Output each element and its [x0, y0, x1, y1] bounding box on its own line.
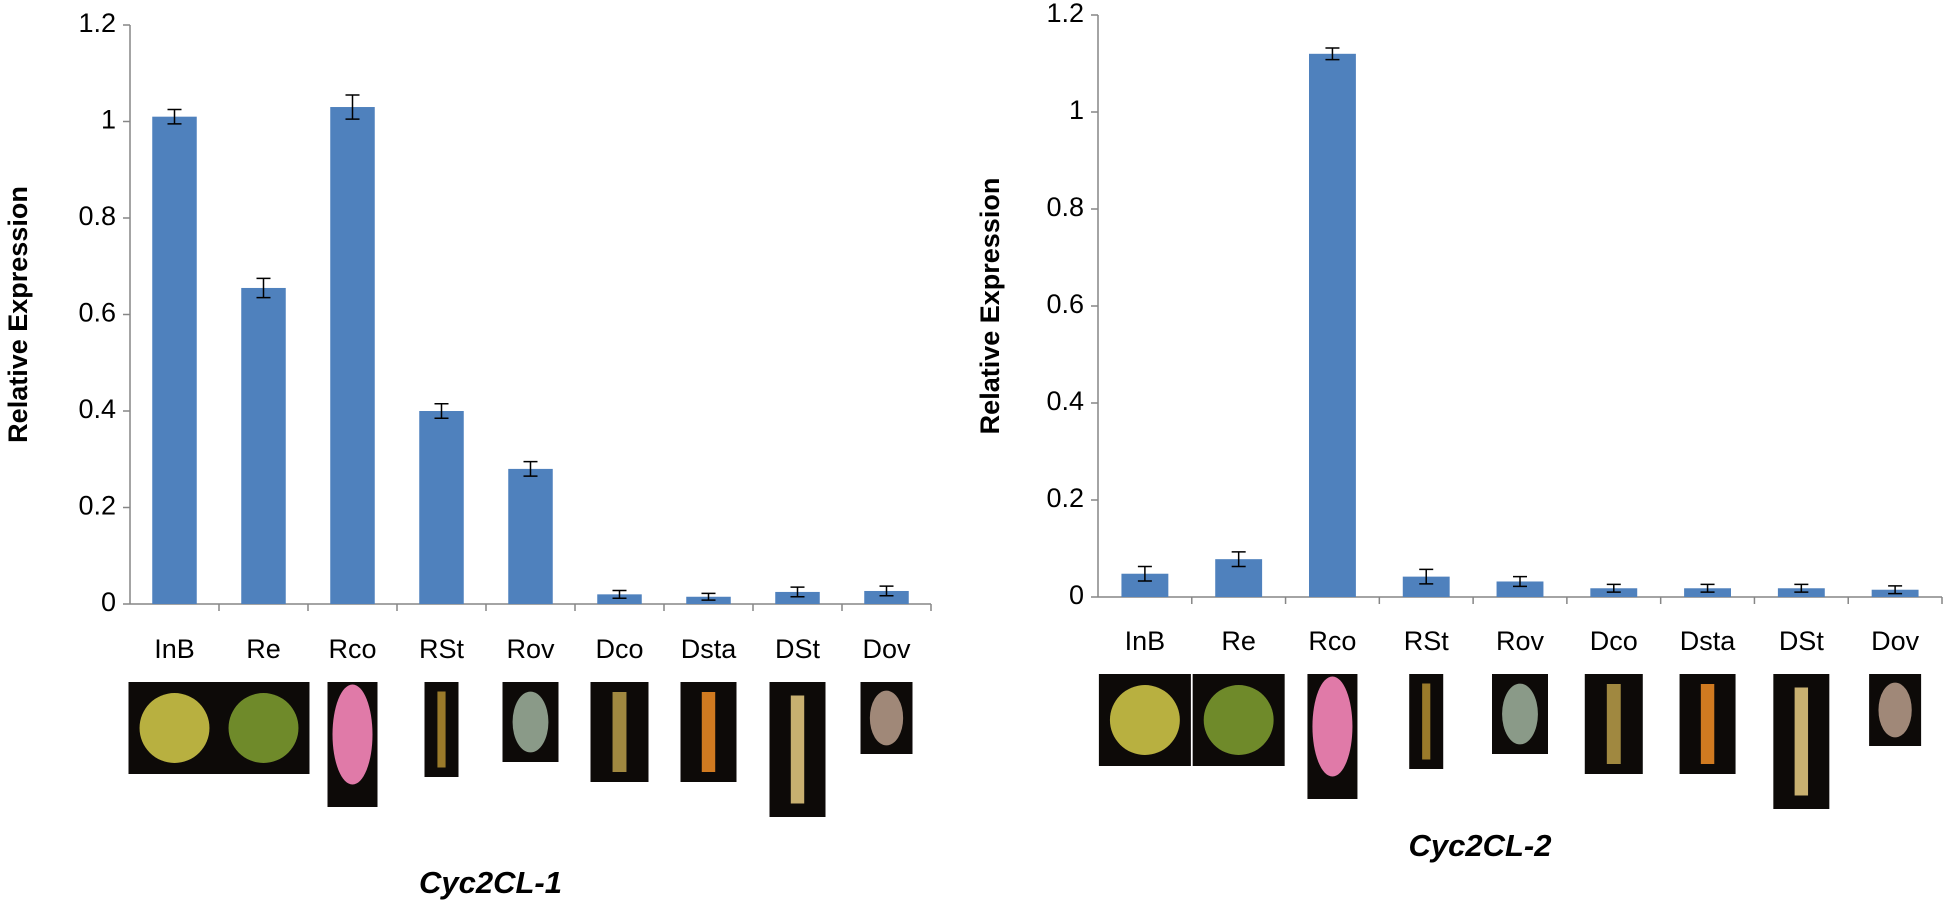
specimen — [1794, 687, 1809, 796]
error-bar — [1325, 47, 1340, 61]
x-tick-label: Re — [1221, 626, 1256, 656]
x-tick-label: Dov — [862, 634, 911, 664]
error-bar — [1606, 583, 1621, 593]
error-bar — [1513, 575, 1527, 588]
x-tick-label: Dsta — [681, 634, 738, 664]
bar — [419, 411, 464, 604]
bar — [508, 468, 553, 604]
y-tick-label: 0.2 — [1046, 483, 1084, 513]
specimen — [1312, 676, 1353, 777]
error-bar — [1419, 568, 1434, 585]
error-bar — [1700, 583, 1715, 593]
y-tick-label: 0 — [1069, 580, 1084, 610]
specimen — [1700, 684, 1715, 764]
specimen — [332, 684, 373, 785]
x-tick-label: RSt — [1404, 626, 1450, 656]
specimen — [1203, 685, 1274, 755]
bar-chart: 0 0.2 0.4 0.6 0.8 1 1.2 Relative Expression InB R… — [3, 8, 932, 900]
error-bar — [790, 586, 805, 598]
bar — [864, 590, 909, 604]
x-tick-label: Rco — [328, 634, 376, 664]
error-bar — [1137, 565, 1152, 582]
chart-title: Cyc2CL-1 — [419, 865, 562, 900]
error-bar — [701, 592, 716, 601]
specimen — [869, 690, 904, 746]
y-tick-label: 1.2 — [1046, 0, 1084, 28]
error-bar — [256, 277, 271, 299]
specimen — [512, 691, 549, 753]
chart-title: Cyc2CL-2 — [1409, 828, 1552, 863]
error-bar — [523, 460, 538, 477]
specimen — [1422, 683, 1431, 760]
specimen — [1878, 682, 1912, 738]
x-tick-label: Re — [246, 634, 281, 664]
x-tick-label: Rov — [506, 634, 555, 664]
specimen — [1109, 685, 1180, 755]
bar — [1402, 576, 1450, 597]
y-tick-label: 0.6 — [1046, 289, 1084, 319]
bar — [241, 287, 286, 604]
specimen — [701, 692, 716, 772]
x-tick-label: DSt — [775, 634, 821, 664]
bar — [1496, 581, 1544, 597]
y-tick-label: 0.4 — [78, 394, 116, 424]
x-tick-label: Rov — [1496, 626, 1545, 656]
error-bar — [1888, 585, 1903, 595]
bar-chart: 0 0.2 0.4 0.6 0.8 1 1.2 Relative Expression InB R… — [975, 0, 1943, 863]
specimen — [437, 691, 446, 768]
x-tick-label: RSt — [419, 634, 465, 664]
y-tick-label: 0.8 — [1046, 192, 1084, 222]
y-axis-label: Relative Expression — [975, 178, 1005, 435]
x-tick-label: Dov — [1871, 626, 1920, 656]
x-tick-label: Rco — [1308, 626, 1356, 656]
bar — [1121, 573, 1169, 597]
specimen — [790, 695, 805, 804]
bar — [152, 116, 197, 605]
y-axis-label: Relative Expression — [3, 186, 33, 443]
x-tick-label: DSt — [1779, 626, 1825, 656]
x-tick-label: Dco — [595, 634, 643, 664]
error-bar — [1231, 551, 1246, 568]
bar — [330, 107, 375, 605]
y-tick-label: 0.4 — [1046, 386, 1084, 416]
x-tick-label: InB — [1125, 626, 1166, 656]
bar — [1309, 53, 1356, 598]
error-bar — [1794, 583, 1809, 593]
specimen — [139, 693, 210, 763]
specimen — [1606, 684, 1621, 764]
specimen — [1502, 683, 1538, 745]
error-bar — [879, 585, 894, 597]
y-tick-label: 1 — [101, 105, 116, 135]
y-tick-label: 0.2 — [78, 491, 116, 521]
specimen — [228, 693, 299, 763]
x-tick-label: InB — [154, 634, 195, 664]
y-tick-label: 0 — [101, 587, 116, 617]
error-bar — [345, 94, 360, 120]
y-tick-label: 1.2 — [78, 8, 116, 38]
error-bar — [434, 403, 449, 419]
y-tick-label: 1 — [1069, 95, 1084, 125]
y-tick-label: 0.8 — [78, 201, 116, 231]
x-tick-label: Dco — [1590, 626, 1638, 656]
x-tick-label: Dsta — [1680, 626, 1737, 656]
error-bar — [612, 589, 627, 599]
specimen — [612, 692, 627, 772]
bar — [775, 591, 820, 604]
error-bar — [167, 108, 182, 125]
bar — [597, 594, 642, 604]
y-tick-label: 0.6 — [78, 298, 116, 328]
